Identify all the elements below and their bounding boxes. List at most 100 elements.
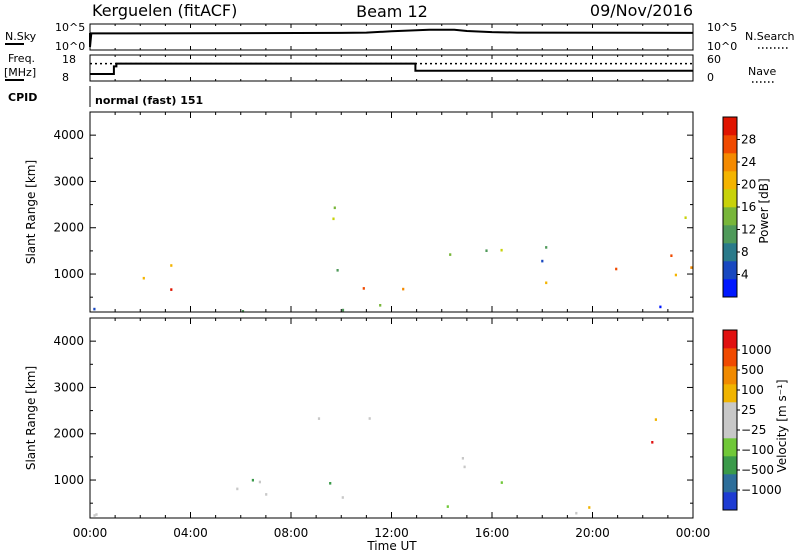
colorbar-swatch — [723, 420, 737, 439]
cpid-value: normal (fast) 151 — [95, 94, 203, 107]
data-cell — [684, 216, 687, 219]
data-cell — [379, 304, 382, 307]
power-ylabel: Slant Range [km] — [24, 160, 38, 264]
velocity-heatmap — [93, 417, 657, 517]
nsearch-label: N.Search — [745, 30, 795, 43]
power-colorbar: 4 8 12 16 20 24 28 — [722, 116, 756, 298]
colorbar-tick-label: −1000 — [741, 483, 782, 497]
nave-label: Nave — [748, 65, 776, 78]
colorbar-swatch — [723, 402, 737, 421]
colorbar-swatch — [723, 330, 737, 349]
data-cell — [402, 287, 405, 291]
data-cell — [341, 308, 345, 312]
colorbar-tick-label: 4 — [741, 268, 749, 282]
time-tick-label: 16:00 — [475, 526, 510, 540]
power-heatmap — [93, 206, 693, 313]
colorbar-tick-label: 16 — [741, 200, 756, 214]
colorbar-swatch — [723, 384, 737, 403]
time-tick-label: 12:00 — [374, 526, 409, 540]
colorbar-tick-label: 500 — [741, 363, 764, 377]
data-cell — [654, 418, 657, 421]
data-cell — [362, 287, 365, 290]
data-cell — [690, 266, 693, 269]
data-cell — [446, 505, 449, 508]
nsky-label: N.Sky — [5, 30, 37, 43]
colorbar-tick-label: 24 — [741, 155, 756, 169]
data-cell — [265, 493, 268, 496]
velocity-colorbar-label: Velocity [m s⁻¹] — [775, 379, 789, 472]
y-tick-label: 1000 — [53, 267, 84, 281]
colorbar-swatch — [723, 261, 737, 280]
colorbar-swatch — [723, 153, 737, 172]
colorbar-swatch — [723, 189, 737, 208]
colorbar-tick-label: 12 — [741, 223, 756, 237]
time-tick-label: 20:00 — [575, 526, 610, 540]
colorbar-swatch — [723, 366, 737, 385]
date-title: 09/Nov/2016 — [590, 1, 693, 20]
data-cell — [95, 513, 98, 516]
velocity-panel: 1000 2000 3000 4000 Slant Range [km] 1000 50… — [24, 317, 789, 519]
data-cell — [651, 441, 654, 444]
data-cell — [500, 248, 503, 252]
noise-tick-top-left: 10^5 — [55, 21, 85, 34]
colorbar-tick-label: 100 — [741, 383, 764, 397]
nave-tick-60: 60 — [707, 53, 721, 66]
freq-label: Freq. — [8, 52, 35, 65]
beam-title: Beam 12 — [356, 2, 428, 21]
data-cell — [332, 217, 335, 221]
data-cell — [575, 511, 578, 515]
velocity-colorbar: 1000 500 100 25 −25 −100 −500 −1000 — [722, 329, 782, 511]
xlabel: Time UT — [366, 539, 417, 553]
velocity-ylabel: Slant Range [km] — [24, 366, 38, 470]
colorbar-frame — [722, 329, 738, 511]
colorbar-swatch — [723, 492, 737, 511]
colorbar-tick-label: −500 — [741, 463, 774, 477]
freq-unit: [MHz] — [4, 66, 36, 79]
data-cell — [368, 417, 371, 420]
data-cell — [545, 281, 548, 285]
data-cell — [251, 478, 254, 482]
data-cell — [170, 264, 173, 267]
frequency-panel: Freq. [MHz] 18 8 60 0 Nave — [4, 52, 776, 84]
colorbar-swatch — [723, 135, 737, 154]
colorbar-swatch — [723, 243, 737, 262]
y-tick-label: 4000 — [53, 334, 84, 348]
colorbar-swatch — [723, 438, 737, 457]
colorbar-tick-label: 28 — [741, 133, 756, 147]
data-cell — [659, 305, 662, 309]
colorbar-swatch — [723, 456, 737, 475]
noise-tick-bottom-left: 10^0 — [55, 40, 85, 53]
nsky-line — [89, 28, 694, 48]
power-panel: 1000 2000 3000 4000 Slant Range [km] 4 8 12 16… — [24, 111, 771, 313]
y-tick-label: 4000 — [53, 128, 84, 142]
data-cell — [336, 269, 339, 272]
data-cell — [670, 254, 673, 257]
data-cell — [93, 514, 96, 517]
cpid-label: CPID — [8, 91, 37, 104]
noise-tick-top-right: 10^5 — [707, 21, 737, 34]
data-cell — [329, 482, 332, 485]
data-cell — [317, 417, 321, 420]
colorbar-tick-label: 1000 — [741, 343, 772, 357]
y-tick-label: 2000 — [53, 427, 84, 441]
y-tick-label: 3000 — [53, 174, 84, 188]
colorbar-tick-label: −100 — [741, 443, 774, 457]
data-cell — [461, 457, 464, 460]
station-title: Kerguelen (fitACF) — [92, 1, 237, 20]
data-cell — [674, 273, 677, 277]
data-cell — [615, 267, 618, 271]
colorbar-swatch — [723, 171, 737, 190]
data-cell — [170, 288, 173, 291]
freq-tick-8: 8 — [62, 71, 69, 84]
colorbar-swatch — [723, 348, 737, 367]
data-cell — [93, 307, 96, 311]
colorbar-tick-label: 8 — [741, 245, 749, 259]
data-cell — [142, 276, 145, 280]
colorbar-swatch — [723, 225, 737, 244]
colorbar-tick-label: 20 — [741, 178, 756, 192]
noise-tick-bottom-right: 10^0 — [707, 40, 737, 53]
data-cell — [463, 465, 466, 469]
colorbar-swatch — [723, 207, 737, 226]
data-cell — [236, 487, 239, 491]
